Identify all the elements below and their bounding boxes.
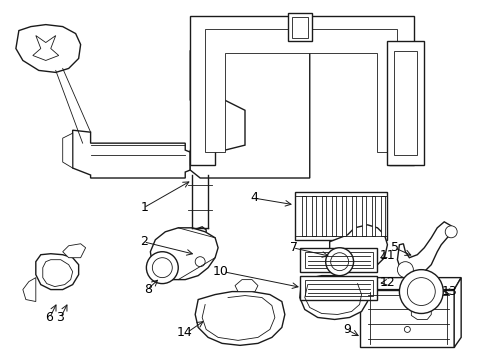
Circle shape <box>399 270 442 314</box>
Circle shape <box>146 252 178 284</box>
Circle shape <box>325 248 353 276</box>
Text: 2: 2 <box>140 235 148 248</box>
Text: 11: 11 <box>379 249 394 262</box>
Polygon shape <box>73 130 190 178</box>
Polygon shape <box>195 292 285 345</box>
Text: 13: 13 <box>440 285 456 298</box>
Polygon shape <box>36 254 79 289</box>
Text: 3: 3 <box>56 311 63 324</box>
Polygon shape <box>304 280 372 296</box>
Polygon shape <box>62 133 73 168</box>
Polygon shape <box>294 192 386 240</box>
Polygon shape <box>381 196 385 236</box>
Polygon shape <box>359 278 460 289</box>
Circle shape <box>397 262 412 278</box>
Polygon shape <box>397 222 453 278</box>
Polygon shape <box>205 28 397 152</box>
Polygon shape <box>329 225 386 272</box>
Text: 7: 7 <box>289 241 297 254</box>
Text: 1: 1 <box>140 201 148 215</box>
Circle shape <box>407 278 434 306</box>
Polygon shape <box>311 196 315 236</box>
Circle shape <box>330 253 348 271</box>
Circle shape <box>195 257 205 267</box>
Polygon shape <box>42 260 73 287</box>
Polygon shape <box>190 15 413 165</box>
Polygon shape <box>410 307 430 319</box>
Polygon shape <box>287 13 311 41</box>
Polygon shape <box>394 50 416 155</box>
Polygon shape <box>299 276 367 319</box>
Polygon shape <box>386 41 424 165</box>
Circle shape <box>152 258 172 278</box>
Polygon shape <box>23 278 36 302</box>
Polygon shape <box>194 227 206 262</box>
Text: 6: 6 <box>45 311 53 324</box>
Polygon shape <box>361 196 365 236</box>
Polygon shape <box>341 196 345 236</box>
Text: 5: 5 <box>390 241 399 254</box>
Polygon shape <box>453 278 460 347</box>
Polygon shape <box>190 50 309 178</box>
Polygon shape <box>359 289 453 347</box>
Polygon shape <box>301 196 305 236</box>
Polygon shape <box>321 196 325 236</box>
Polygon shape <box>299 276 377 300</box>
Text: 10: 10 <box>212 265 227 278</box>
Polygon shape <box>62 244 85 258</box>
Text: 14: 14 <box>176 326 192 339</box>
Polygon shape <box>331 196 335 236</box>
Text: 8: 8 <box>144 283 152 296</box>
Text: 9: 9 <box>343 323 351 336</box>
Circle shape <box>404 327 409 332</box>
Polygon shape <box>33 36 59 60</box>
Text: 4: 4 <box>249 192 258 204</box>
Polygon shape <box>16 24 81 72</box>
Polygon shape <box>351 196 355 236</box>
Circle shape <box>444 226 456 238</box>
Polygon shape <box>197 256 205 268</box>
Polygon shape <box>150 228 218 280</box>
Text: 12: 12 <box>379 276 394 289</box>
Polygon shape <box>291 17 307 37</box>
Polygon shape <box>299 248 377 272</box>
Polygon shape <box>371 196 375 236</box>
Polygon shape <box>235 280 258 292</box>
Polygon shape <box>304 252 372 268</box>
